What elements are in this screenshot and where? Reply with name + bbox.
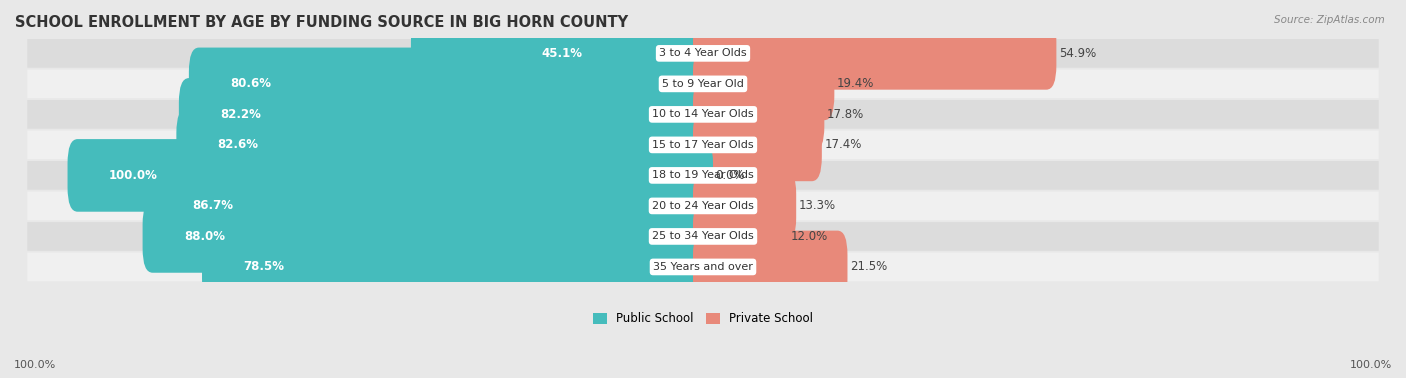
Text: 15 to 17 Year Olds: 15 to 17 Year Olds [652,140,754,150]
FancyBboxPatch shape [693,200,787,273]
Text: 13.3%: 13.3% [799,200,835,212]
Text: 12.0%: 12.0% [790,230,828,243]
Text: SCHOOL ENROLLMENT BY AGE BY FUNDING SOURCE IN BIG HORN COUNTY: SCHOOL ENROLLMENT BY AGE BY FUNDING SOUR… [15,15,628,30]
Text: 3 to 4 Year Olds: 3 to 4 Year Olds [659,48,747,58]
Text: 54.9%: 54.9% [1059,47,1097,60]
FancyBboxPatch shape [27,130,1379,159]
Text: 25 to 34 Year Olds: 25 to 34 Year Olds [652,231,754,242]
Text: 100.0%: 100.0% [108,169,157,182]
Text: 17.8%: 17.8% [827,108,865,121]
FancyBboxPatch shape [202,231,713,303]
FancyBboxPatch shape [693,48,834,120]
Legend: Public School, Private School: Public School, Private School [588,308,818,330]
Text: 82.6%: 82.6% [218,138,259,152]
Text: 5 to 9 Year Old: 5 to 9 Year Old [662,79,744,89]
FancyBboxPatch shape [693,17,1056,90]
Text: 0.0%: 0.0% [716,169,745,182]
FancyBboxPatch shape [27,253,1379,281]
Text: 82.2%: 82.2% [221,108,262,121]
Text: 100.0%: 100.0% [1350,361,1392,370]
FancyBboxPatch shape [27,192,1379,220]
FancyBboxPatch shape [150,170,713,242]
Text: 88.0%: 88.0% [184,230,225,243]
Text: 21.5%: 21.5% [851,260,887,273]
FancyBboxPatch shape [67,139,713,212]
FancyBboxPatch shape [693,108,823,181]
Text: 20 to 24 Year Olds: 20 to 24 Year Olds [652,201,754,211]
FancyBboxPatch shape [693,78,824,151]
Text: 80.6%: 80.6% [231,77,271,90]
Text: 86.7%: 86.7% [193,200,233,212]
Text: 45.1%: 45.1% [541,47,582,60]
FancyBboxPatch shape [179,78,713,151]
Text: 100.0%: 100.0% [14,361,56,370]
Text: Source: ZipAtlas.com: Source: ZipAtlas.com [1274,15,1385,25]
FancyBboxPatch shape [27,161,1379,190]
FancyBboxPatch shape [693,170,796,242]
FancyBboxPatch shape [27,222,1379,251]
FancyBboxPatch shape [27,70,1379,98]
FancyBboxPatch shape [142,200,713,273]
FancyBboxPatch shape [176,108,713,181]
FancyBboxPatch shape [27,100,1379,129]
Text: 78.5%: 78.5% [243,260,284,273]
Text: 18 to 19 Year Olds: 18 to 19 Year Olds [652,170,754,180]
Text: 10 to 14 Year Olds: 10 to 14 Year Olds [652,109,754,119]
FancyBboxPatch shape [411,17,713,90]
Text: 19.4%: 19.4% [837,77,875,90]
Text: 17.4%: 17.4% [824,138,862,152]
FancyBboxPatch shape [27,39,1379,68]
FancyBboxPatch shape [188,48,713,120]
Text: 35 Years and over: 35 Years and over [652,262,754,272]
FancyBboxPatch shape [693,231,848,303]
